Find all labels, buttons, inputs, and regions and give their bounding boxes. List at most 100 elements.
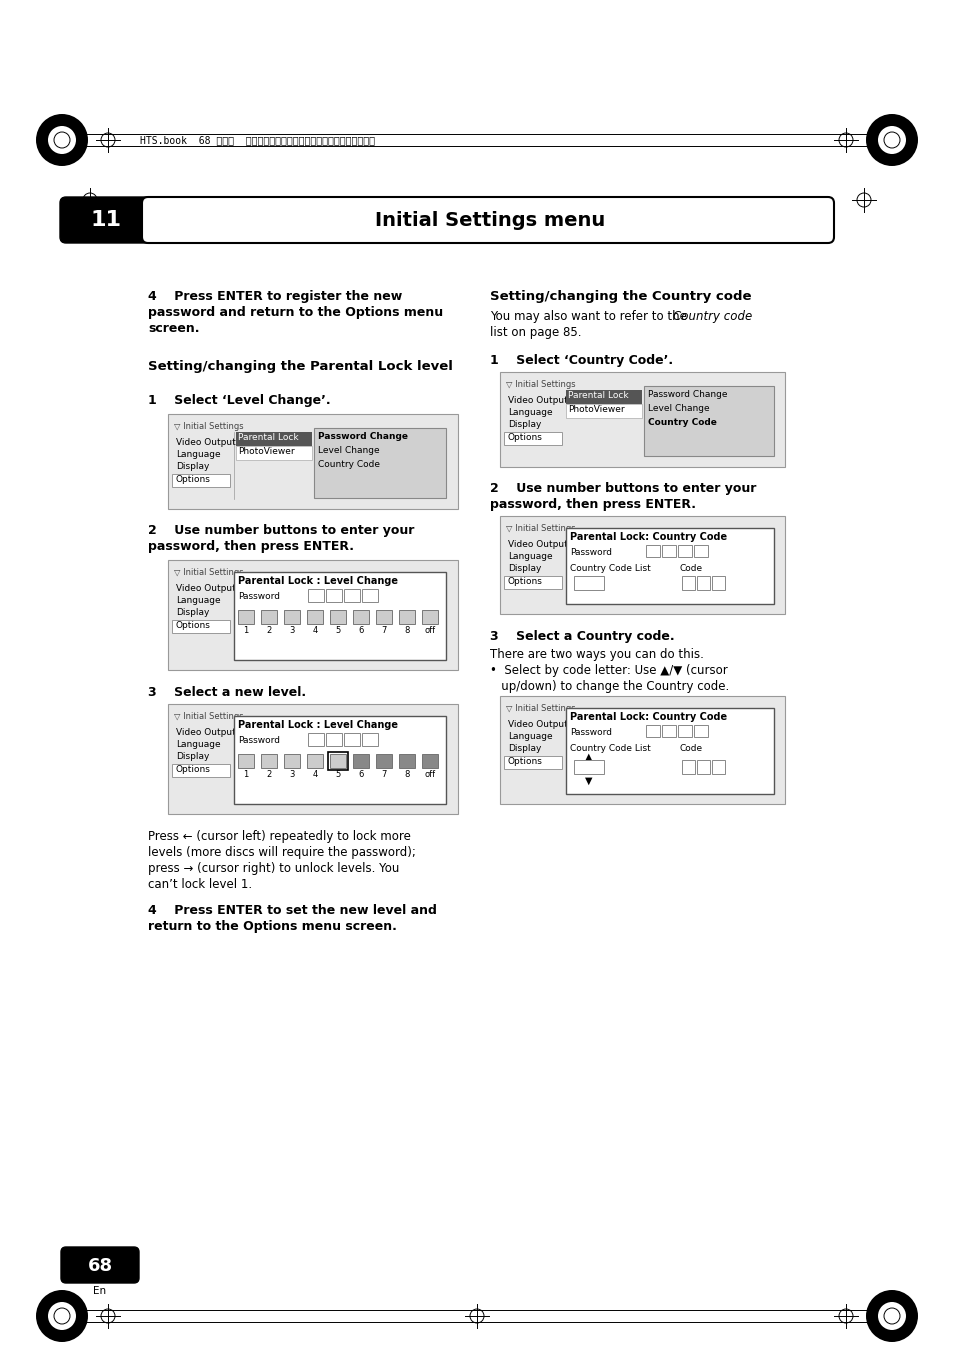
Text: *: * [698,725,702,736]
Text: *: * [682,546,687,557]
Text: ■: ■ [402,757,411,765]
Bar [328,753,348,770]
Bar [375,754,392,767]
Text: Language: Language [507,732,552,740]
Text: *: * [682,725,687,736]
Text: 1: 1 [700,762,705,771]
Text: ■: ■ [334,757,341,765]
Text: 4: 4 [312,626,317,635]
Text: ▽ Initial Settings: ▽ Initial Settings [173,712,243,721]
Text: Setting/changing the Country code: Setting/changing the Country code [490,290,751,303]
Text: 2: 2 [266,770,272,780]
Bar [499,372,784,467]
Text: password, then press ENTER.: password, then press ENTER. [490,499,696,511]
Text: +: + [242,612,250,621]
Text: *: * [331,590,336,600]
Text: ▲: ▲ [584,753,592,762]
Circle shape [865,1290,917,1342]
Text: 1: 1 [243,626,249,635]
Text: screen.: screen. [148,322,199,335]
Text: ■: ■ [356,757,365,765]
Text: 5: 5 [335,626,340,635]
Bar [503,757,561,769]
Text: *: * [650,546,655,557]
Text: *: * [313,590,318,600]
FancyBboxPatch shape [142,197,833,243]
Text: 2    Use number buttons to enter your: 2 Use number buttons to enter your [490,482,756,494]
Bar [308,589,324,603]
Bar [326,734,341,746]
Text: Password: Password [237,736,280,744]
Text: HTS.book  68 ページ  ２００３年２月２５日　火曜日　午後２時３７分: HTS.book 68 ページ ２００３年２月２５日 火曜日 午後２時３７分 [140,135,375,145]
Text: 3: 3 [289,626,294,635]
Circle shape [877,126,905,154]
Text: Level Change: Level Change [317,446,379,455]
Text: Country Code: Country Code [647,417,716,427]
FancyBboxPatch shape [60,197,152,243]
Bar [681,761,695,774]
Text: 11: 11 [91,209,121,230]
Circle shape [877,1302,905,1329]
Text: *: * [331,734,336,744]
Bar [330,754,346,767]
Text: password, then press ENTER.: password, then press ENTER. [148,540,354,553]
Text: Password: Password [569,728,612,738]
Text: 2: 2 [684,762,690,771]
Bar [398,611,415,624]
Bar [261,611,276,624]
Text: *: * [313,734,318,744]
Text: Video Output: Video Output [507,396,567,405]
Text: +: + [311,612,318,621]
Text: Options: Options [175,765,211,774]
Text: Video Output: Video Output [175,438,235,447]
Text: Parental Lock : Level Change: Parental Lock : Level Change [237,576,397,586]
Text: Display: Display [507,563,540,573]
Bar [284,754,299,767]
Text: Setting/changing the Parental Lock level: Setting/changing the Parental Lock level [148,359,453,373]
Text: +: + [426,612,434,621]
Text: Language: Language [175,740,220,748]
Text: Code: Code [679,744,702,753]
Text: *: * [666,546,671,557]
Text: Password Change: Password Change [317,432,408,440]
FancyBboxPatch shape [61,1247,139,1283]
Text: Press ← (cursor left) repeatedly to lock more: Press ← (cursor left) repeatedly to lock… [148,830,411,843]
Text: Display: Display [175,753,209,761]
Text: Video Output: Video Output [507,720,567,730]
Circle shape [36,113,88,166]
Text: *: * [349,734,355,744]
Text: can’t lock level 1.: can’t lock level 1. [148,878,252,892]
Bar [697,576,709,590]
Bar [503,576,561,589]
Text: 7: 7 [381,626,386,635]
Bar [168,413,457,509]
Text: Display: Display [507,420,540,430]
Text: Country Code List: Country Code List [569,744,650,753]
Text: There are two ways you can do this.: There are two ways you can do this. [490,648,703,661]
Text: Level Change: Level Change [647,404,709,413]
Text: +: + [288,757,295,765]
Text: +: + [265,757,273,765]
Bar [661,725,676,738]
Text: +: + [402,612,411,621]
Text: 8: 8 [404,626,409,635]
Text: 3: 3 [289,770,294,780]
Bar [172,765,230,777]
Text: 1: 1 [243,770,249,780]
Bar [678,725,691,738]
Text: 9: 9 [715,762,720,771]
Bar [711,761,724,774]
Text: Parental Lock: Country Code: Parental Lock: Country Code [569,532,726,542]
Text: 2: 2 [684,578,690,586]
Bar [565,708,773,794]
Text: Parental Lock: Country Code: Parental Lock: Country Code [569,712,726,721]
Text: Options: Options [507,577,542,586]
Bar [643,386,773,457]
Bar [172,474,230,486]
Bar [235,432,312,446]
Text: Video Output: Video Output [175,728,235,738]
Text: press → (cursor right) to unlock levels. You: press → (cursor right) to unlock levels.… [148,862,399,875]
Bar [421,611,437,624]
Text: *: * [367,590,373,600]
Text: off: off [424,770,436,780]
